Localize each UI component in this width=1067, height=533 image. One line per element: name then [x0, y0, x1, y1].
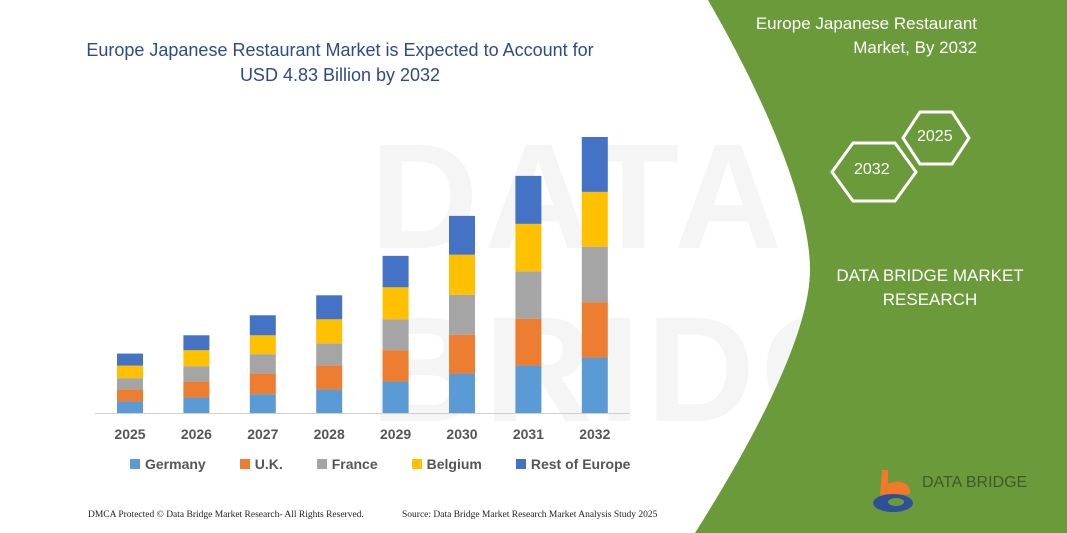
- bar-segment-germany-2031: [515, 365, 542, 413]
- hex-label-2025: 2025: [917, 128, 953, 145]
- chart-title: Europe Japanese Restaurant Market is Exp…: [60, 38, 620, 88]
- bar-segment-belgium-2032: [581, 191, 608, 247]
- bar-segment-belgium-2028: [316, 319, 343, 344]
- bar-segment-france-2025: [117, 378, 143, 390]
- brand-text: DATA BRIDGE MARKET RESEARCH: [820, 264, 1040, 312]
- legend-item: U.K.: [239, 456, 283, 472]
- bar-segment-rest-of-europe-2027: [249, 315, 276, 336]
- bar-segment-france-2028: [316, 343, 343, 366]
- bar-segment-france-2027: [249, 354, 276, 374]
- bar-segment-rest-of-europe-2028: [316, 295, 343, 320]
- bar-segment-rest-of-europe-2025: [117, 353, 143, 366]
- bar-segment-belgium-2031: [515, 223, 542, 272]
- panel-title: Europe Japanese Restaurant Market, By 20…: [756, 12, 977, 60]
- bar-segment-france-2026: [183, 366, 210, 382]
- footer-copyright: DMCA Protected © Data Bridge Market Rese…: [88, 510, 364, 520]
- bar-segment-germany-2025: [117, 401, 143, 413]
- bar-segment-germany-2032: [581, 357, 608, 413]
- legend-label: Germany: [145, 456, 206, 472]
- legend-swatch: [130, 459, 140, 469]
- bar-segment-germany-2026: [183, 397, 210, 413]
- bar-segment-france-2032: [581, 246, 608, 303]
- brand-line1: DATA BRIDGE MARKET: [836, 266, 1024, 285]
- hex-label-2032: 2032: [854, 161, 890, 178]
- data-bridge-logo-icon: [873, 470, 913, 512]
- bar-segment-rest-of-europe-2031: [515, 175, 542, 224]
- bar-segment-rest-of-europe-2030: [449, 215, 475, 255]
- hexagon-2025: [901, 110, 971, 166]
- legend-item: France: [316, 456, 378, 472]
- bar-segment-u-k--2026: [183, 381, 210, 398]
- bar-segment-u-k--2029: [382, 350, 409, 382]
- legend: Germany U.K. France Belgium Rest of Europe: [130, 456, 664, 472]
- x-tick-label: 2025: [114, 426, 145, 442]
- legend-swatch: [239, 459, 250, 469]
- bar-segment-u-k--2030: [449, 334, 475, 374]
- brand-line2: RESEARCH: [882, 290, 978, 309]
- x-tick-label: 2032: [579, 426, 610, 442]
- legend-label: Rest of Europe: [530, 456, 631, 472]
- bar-segment-belgium-2029: [382, 287, 409, 320]
- bar-segment-rest-of-europe-2032: [581, 137, 608, 192]
- bar-segment-germany-2029: [382, 381, 409, 413]
- logo-text: DATA BRIDGE: [922, 474, 1028, 491]
- bar-segment-france-2029: [382, 319, 409, 351]
- bar-segment-belgium-2026: [183, 350, 210, 367]
- legend-item: Rest of Europe: [515, 456, 631, 472]
- bar-segment-rest-of-europe-2026: [183, 335, 210, 351]
- bar-segment-u-k--2031: [515, 318, 542, 366]
- hexagon-2032: [830, 141, 918, 203]
- legend-swatch: [411, 459, 422, 469]
- legend-label: France: [331, 456, 378, 472]
- legend-swatch: [515, 459, 526, 469]
- bar-segment-belgium-2027: [249, 335, 276, 355]
- x-tick-label: 2029: [380, 426, 411, 442]
- legend-swatch: [316, 459, 327, 469]
- x-tick-label: 2031: [513, 426, 544, 442]
- legend-item: Belgium: [411, 456, 482, 472]
- bar-segment-belgium-2030: [449, 254, 475, 295]
- stacked-bar-chart: 2025 2026 2027 2028 2029 2030 2031 2032: [95, 137, 630, 442]
- x-tick-label: 2028: [314, 426, 345, 442]
- bar-segment-u-k--2032: [581, 302, 608, 358]
- x-tick-label: 2027: [247, 426, 278, 442]
- bar-segment-germany-2030: [449, 373, 475, 413]
- bar-segment-germany-2027: [249, 394, 276, 413]
- legend-label: Belgium: [426, 456, 482, 472]
- footer-source: Source: Data Bridge Market Research Mark…: [402, 510, 658, 520]
- bar-segment-u-k--2027: [249, 373, 276, 395]
- x-tick-label: 2026: [181, 426, 212, 442]
- bar-segment-belgium-2025: [117, 365, 143, 379]
- bar-segment-rest-of-europe-2029: [382, 255, 409, 288]
- bar-segment-germany-2028: [316, 389, 343, 413]
- bar-segment-u-k--2028: [316, 365, 343, 390]
- legend-item: Germany: [130, 456, 206, 472]
- bar-segment-france-2030: [449, 294, 475, 335]
- panel-title-line2: Market, By 2032: [853, 38, 977, 57]
- x-tick-label: 2030: [446, 426, 477, 442]
- legend-label: U.K.: [254, 456, 283, 472]
- chart-title-line1: Europe Japanese Restaurant Market is Exp…: [86, 40, 594, 60]
- bar-segment-france-2031: [515, 271, 542, 319]
- chart-title-line2: USD 4.83 Billion by 2032: [239, 65, 441, 85]
- bar-segment-u-k--2025: [117, 389, 143, 402]
- panel-title-line1: Europe Japanese Restaurant: [755, 14, 977, 33]
